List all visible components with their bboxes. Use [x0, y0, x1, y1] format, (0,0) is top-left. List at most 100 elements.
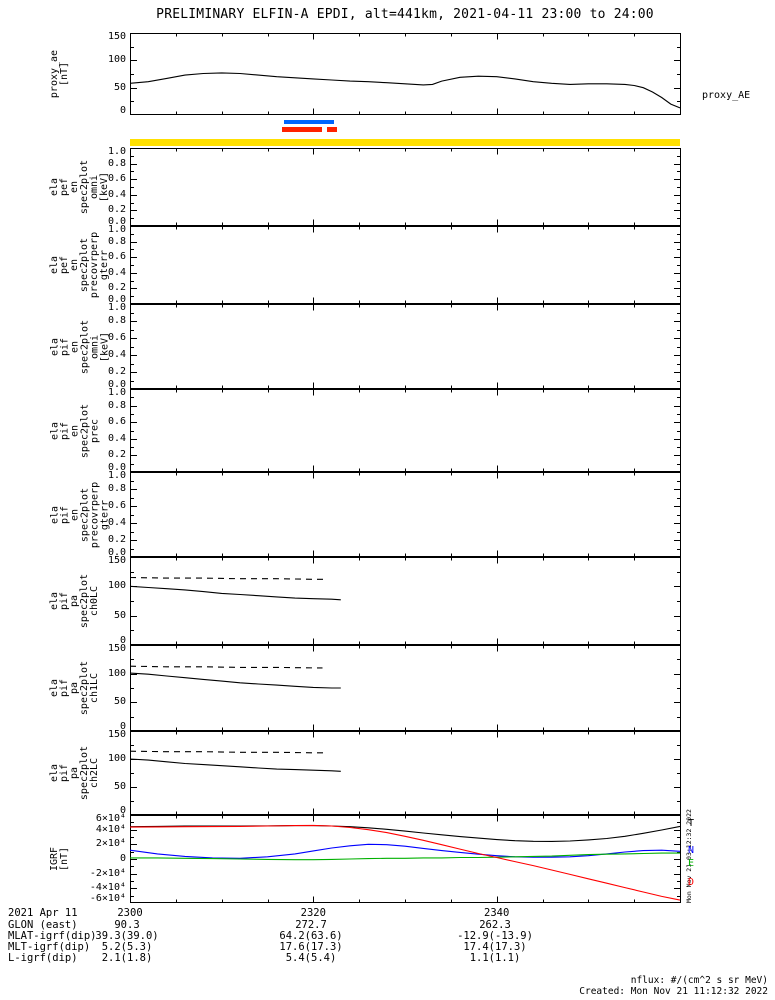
panel-pif_en_prec [130, 389, 681, 472]
y-tick-label: 0.6 [107, 416, 126, 428]
x-tick-label: 2300 [117, 907, 143, 919]
y-tick-label: 0 [119, 105, 126, 116]
y-tick-label: 0.6 [107, 500, 126, 511]
igrf-component-label-T: T [688, 818, 695, 829]
axis-row-label: L-igrf(dip) [8, 952, 78, 964]
plot-title: PRELIMINARY ELFIN-A EPDI, alt=441km, 202… [156, 7, 654, 22]
axis-frame [130, 815, 681, 903]
axis-row-value: 5.2(5.3) [101, 941, 153, 953]
y-tick-label: 0 [119, 853, 126, 864]
y-axis-title-pef_en_omni: ela pef en spec2plot omni [keV] [49, 159, 110, 215]
axis-row-value: 39.3(39.0) [95, 930, 159, 942]
y-tick-label: 0.0 [107, 462, 126, 473]
axis-frame [130, 226, 681, 304]
y-tick-label: 0 [119, 721, 126, 732]
series-ch0LC-upper [129, 576, 328, 580]
axis-frame [130, 557, 681, 645]
created-note: Created: Mon Nov 21 11:12:32 2022 [579, 986, 768, 997]
date-label: 2021 Apr 11 [8, 907, 78, 919]
axis-frame [130, 645, 681, 731]
y-tick-label: 0.8 [107, 315, 126, 326]
y-tick-label: 0.2 [107, 534, 126, 545]
axis-row-label: GLON (east) [8, 919, 78, 931]
y-tick-label: -6×10⁴ [89, 893, 126, 904]
y-tick-label: 100 [107, 667, 126, 679]
y-tick-label: 50 [113, 781, 126, 792]
series-D [129, 824, 681, 901]
axis-frame [130, 472, 681, 557]
y-tick-label: 150 [107, 729, 126, 740]
y-tick-label: 0.2 [107, 204, 126, 216]
y-tick-label: 0.2 [107, 366, 126, 377]
y-tick-label: 1.0 [107, 224, 126, 235]
axis-row-value: 17.6(17.3) [279, 941, 343, 953]
axis-row-value: 1.1(1.1) [469, 952, 521, 964]
y-tick-label: 0.4 [107, 517, 126, 528]
series-ch1LC [129, 672, 341, 689]
y-tick-label: 0 [119, 635, 126, 646]
panel-pif_pa_ch2 [129, 731, 681, 815]
panel-proxy_ae [129, 33, 681, 115]
y-tick-label: -2×10⁴ [89, 867, 126, 879]
y-tick-label: 2×10⁴ [95, 838, 126, 850]
y-tick-label: 0.8 [107, 235, 126, 247]
panel-pif_en_omni [130, 304, 681, 389]
y-tick-label: 0.6 [107, 173, 126, 185]
y-tick-label: 0.6 [107, 251, 126, 263]
series-ch2LC-upper [129, 750, 328, 754]
series-proxy_AE [129, 72, 681, 109]
axis-row-value: 90.3 [114, 919, 140, 931]
y-tick-label: 100 [107, 54, 126, 66]
y-tick-label: 100 [107, 753, 126, 764]
y-tick-label: 0.8 [107, 483, 126, 494]
y-tick-label: 150 [107, 643, 126, 654]
y-tick-label: 150 [107, 31, 126, 42]
igrf-component-label-E: E [688, 858, 695, 869]
panel-igrf [129, 815, 681, 903]
axis-row-label: MLT-igrf(dip) [8, 941, 91, 953]
flag-bar-red [282, 127, 322, 132]
flag-bar-red [327, 127, 338, 132]
y-axis-title-pif_en_omni: ela pif en spec2plot omni [keV] [49, 319, 110, 374]
y-tick-label: 0.2 [107, 282, 126, 294]
panel-pif_pa_ch0 [129, 557, 681, 645]
y-tick-label: 1.0 [107, 302, 126, 313]
y-tick-label: 0.4 [107, 266, 126, 278]
y-tick-label: 1.0 [107, 470, 126, 481]
y-tick-label: 100 [107, 580, 126, 592]
y-tick-label: 0.4 [107, 432, 126, 444]
nflux-note: nflux: #/(cm^2 s sr MeV) [630, 975, 768, 986]
flag-bar-blue [284, 120, 334, 124]
y-axis-title-pif_en_prec: ela pif en spec2plot prec [49, 403, 100, 458]
axis-row-value: 17.4(17.3) [463, 941, 527, 953]
series-T [129, 825, 681, 842]
y-tick-label: 0.0 [107, 216, 126, 227]
axis-row-label: MLAT-igrf(dip) [8, 930, 97, 942]
proxy-ae-legend-label: proxy_AE [702, 90, 751, 101]
y-tick-label: 0.6 [107, 332, 126, 343]
axis-frame [130, 148, 681, 226]
igrf-component-label-N: N [688, 845, 695, 856]
panel-pif_pa_ch1 [129, 645, 681, 731]
panel-pef_en_precovrperp [130, 226, 681, 304]
y-axis-title-igrf: IGRF [nT] [49, 846, 70, 872]
y-tick-label: -4×10⁴ [89, 882, 126, 894]
y-tick-label: 0.8 [107, 157, 126, 169]
y-axis-title-pif_pa_ch2: ela pif pa spec2plot ch2LC [49, 745, 100, 801]
axis-row-value: 2.1(1.8) [101, 952, 153, 964]
x-tick-label: 2340 [484, 907, 510, 919]
axis-row-value: 272.7 [295, 919, 327, 931]
y-tick-label: 50 [113, 609, 126, 621]
series-N [129, 843, 681, 859]
y-tick-label: 1.0 [107, 146, 126, 157]
y-axis-title-pef_en_precovrperp: ela pef en spec2plot precovrperp gterr [49, 231, 110, 299]
y-axis-title-proxy_ae: proxy_ae [nT] [49, 49, 70, 99]
y-tick-label: 150 [107, 555, 126, 566]
y-axis-title-pif_en_precovrperp: ela pif en spec2plot precovrperp gterr [49, 481, 110, 548]
y-tick-label: 6×10⁴ [95, 813, 126, 824]
y-tick-label: 50 [113, 81, 126, 93]
axis-frame [130, 731, 681, 815]
y-tick-label: 0.8 [107, 399, 126, 411]
y-tick-label: 0.0 [107, 379, 126, 390]
